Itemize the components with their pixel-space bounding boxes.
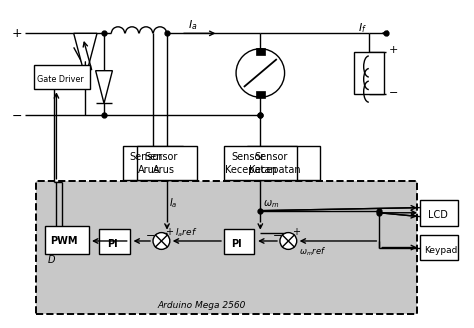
Text: −: −	[12, 110, 23, 123]
Text: Sensor: Sensor	[145, 152, 178, 162]
Text: $I_a$: $I_a$	[188, 19, 198, 32]
Text: −: −	[273, 231, 283, 241]
Bar	[420, 200, 458, 226]
Text: −: −	[146, 231, 155, 241]
Text: Kecepatan: Kecepatan	[249, 165, 301, 175]
Circle shape	[236, 49, 284, 97]
Text: $I_a$: $I_a$	[169, 196, 178, 210]
Polygon shape	[96, 71, 112, 103]
Bar	[34, 65, 90, 89]
Text: $\omega_m$: $\omega_m$	[263, 198, 279, 210]
Text: $\omega_m$ref: $\omega_m$ref	[299, 245, 326, 257]
Text: Gate Driver: Gate Driver	[37, 75, 84, 84]
Bar	[256, 91, 264, 98]
Text: −: −	[389, 88, 398, 98]
Text: +: +	[292, 227, 300, 237]
Bar	[224, 229, 254, 254]
Bar	[123, 146, 183, 180]
Text: $I_a$ref: $I_a$ref	[175, 226, 198, 239]
Bar	[420, 236, 458, 260]
Bar	[354, 52, 384, 94]
Bar	[247, 146, 320, 180]
Text: +: +	[12, 27, 23, 40]
Polygon shape	[73, 33, 97, 78]
Text: +: +	[389, 45, 398, 55]
Text: +: +	[164, 227, 173, 237]
Text: PWM: PWM	[50, 236, 78, 246]
Bar	[45, 226, 89, 254]
Text: Arus: Arus	[138, 165, 160, 175]
Bar	[137, 146, 197, 180]
Text: LCD: LCD	[428, 210, 448, 220]
Text: $I_f$: $I_f$	[358, 21, 367, 35]
Text: Keypad: Keypad	[424, 246, 457, 255]
Text: Sensor: Sensor	[255, 152, 288, 162]
Text: Kecepatan: Kecepatan	[225, 165, 277, 175]
Text: Arduino Mega 2560: Arduino Mega 2560	[158, 301, 246, 310]
Circle shape	[153, 233, 170, 249]
Bar	[100, 229, 130, 254]
Bar	[224, 146, 297, 180]
Text: Sensor: Sensor	[231, 152, 265, 162]
Bar	[36, 181, 417, 314]
Circle shape	[280, 233, 297, 249]
Text: Arus: Arus	[153, 165, 175, 175]
Text: $D$: $D$	[47, 253, 56, 265]
Text: PI: PI	[107, 239, 118, 249]
Text: PI: PI	[231, 239, 242, 249]
Bar	[256, 48, 264, 55]
Text: Sensor: Sensor	[130, 152, 163, 162]
